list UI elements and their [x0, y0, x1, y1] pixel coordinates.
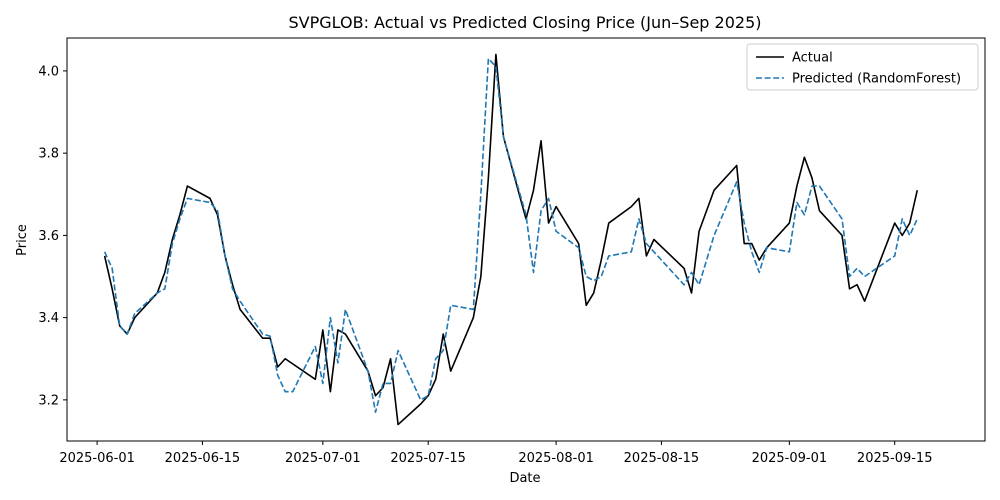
x-tick-label: 2025-07-15 [390, 451, 466, 466]
x-tick-label: 2025-06-15 [165, 451, 241, 466]
y-tick-label: 3.4 [38, 311, 59, 326]
legend-label-actual: Actual [792, 51, 833, 66]
y-tick-label: 3.8 [38, 147, 59, 162]
y-axis-label: Price [15, 224, 30, 256]
y-tick-label: 3.6 [38, 229, 59, 244]
axes-frame [66, 37, 986, 442]
plot-area: 2025-06-01 2025-06-15 2025-07-01 2025-07-15… [38, 37, 986, 466]
x-tick-label: 2025-06-01 [59, 451, 135, 466]
x-tick-label: 2025-08-01 [518, 451, 594, 466]
x-tick-label: 2025-08-15 [624, 451, 700, 466]
x-tick-label: 2025-09-15 [857, 451, 933, 466]
legend-box [746, 43, 979, 91]
y-tick-label: 3.2 [38, 393, 59, 408]
chart-title: SVPGLOB: Actual vs Predicted Closing Pri… [289, 13, 762, 32]
x-axis-label: Date [509, 471, 540, 486]
legend-label-predicted: Predicted (RandomForest) [792, 72, 961, 87]
series-line-predicted [103, 57, 919, 414]
y-tick-label: 4.0 [38, 64, 59, 79]
x-tick-label: 2025-07-01 [285, 451, 361, 466]
legend: Actual Predicted (RandomForest) [746, 43, 979, 91]
x-tick-label: 2025-09-01 [752, 451, 828, 466]
